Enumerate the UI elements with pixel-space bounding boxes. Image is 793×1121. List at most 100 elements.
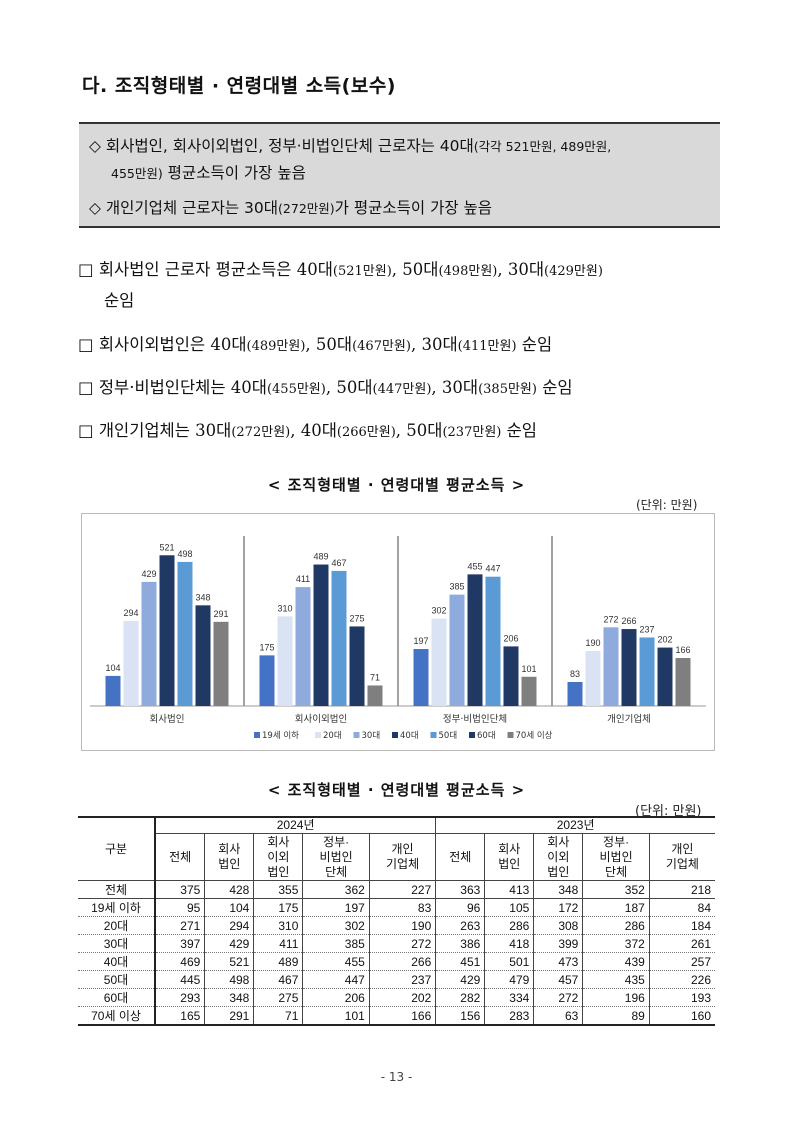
bullet-text: 순임 — [536, 378, 573, 397]
chart-bar — [313, 564, 329, 706]
table-cell: 457 — [533, 970, 583, 990]
chart-bar — [367, 685, 383, 706]
chart-bar — [277, 616, 293, 706]
data-label: 294 — [123, 608, 138, 618]
table-row: 전체 375 428 355 362 227 363 413 348 352 218 — [78, 880, 715, 900]
chart-bar — [675, 657, 691, 706]
chart-bar — [431, 618, 447, 706]
table-cell: 196 — [582, 988, 650, 1008]
table-cell: 286 — [582, 916, 650, 936]
table-cell: 71 — [253, 1006, 303, 1027]
column-header: 정부· 비법인 단체 — [582, 833, 650, 882]
bullet-text: (411만원) — [457, 339, 517, 354]
table-cell: 521 — [204, 952, 254, 972]
chart-bar — [657, 647, 673, 706]
table-cell: 355 — [253, 880, 303, 900]
bullet-text: , 50대 — [391, 260, 439, 279]
table-cell: 84 — [648, 898, 715, 918]
table-cell: 89 — [582, 1006, 650, 1027]
bullet-text: (498만원) — [438, 264, 498, 279]
data-label: 348 — [195, 592, 210, 602]
bullet-text: □ 정부·비법인단체는 40대 — [78, 378, 267, 397]
row-label: 70세 이상 — [78, 1006, 155, 1027]
table-unit: (단위: 만원) — [635, 804, 702, 819]
chart-bar — [413, 649, 429, 706]
page-number: - 13 - — [380, 1070, 413, 1084]
column-header: 정부· 비법인 단체 — [302, 833, 370, 882]
chart-bar — [449, 594, 465, 706]
bullet-1-cont: 순임 — [104, 286, 134, 316]
table-row: 20대 271 294 310 302 190 263 286 308 286 184 — [78, 916, 715, 936]
bullet-text: (429만원) — [544, 264, 603, 279]
table-cell: 413 — [484, 880, 534, 900]
table-cell: 193 — [648, 988, 715, 1008]
summary-text: 평균소득이 가장 높음 — [162, 164, 306, 182]
table-cell: 96 — [435, 898, 485, 918]
table-cell: 197 — [302, 898, 370, 918]
table-title: < 조직형태별 · 연령대별 평균소득 > — [267, 781, 526, 799]
data-label: 455 — [467, 561, 482, 571]
data-label: 489 — [313, 552, 328, 562]
row-label: 30대 — [78, 934, 155, 954]
category-label: 회사법인 — [150, 714, 185, 725]
table-cell: 411 — [253, 934, 303, 954]
bullet-text: , 50대 — [325, 378, 373, 397]
table-cell: 293 — [154, 988, 205, 1008]
chart-bar — [105, 675, 121, 706]
data-label: 237 — [639, 624, 654, 634]
table-cell: 63 — [533, 1006, 583, 1027]
table-cell: 237 — [368, 970, 436, 990]
legend-swatch — [507, 732, 514, 738]
summary-line-1-cont: 455만원) 평균소득이 가장 높음 — [111, 160, 306, 187]
data-label: 202 — [657, 635, 672, 645]
bullet-text: (467만원) — [352, 339, 411, 354]
table-cell: 206 — [302, 988, 370, 1008]
row-label: 50대 — [78, 970, 155, 990]
bullet-text: (272만원) — [231, 425, 291, 440]
table-cell: 272 — [533, 988, 583, 1008]
table-cell: 308 — [533, 916, 583, 936]
table-corner: 구분 — [78, 816, 155, 882]
data-label: 447 — [485, 564, 500, 574]
table-cell: 385 — [302, 934, 370, 954]
chart-bar — [123, 620, 139, 706]
table-cell: 310 — [253, 916, 303, 936]
data-label: 521 — [159, 542, 174, 552]
bullet-text: □ 개인기업체는 30대 — [78, 421, 232, 440]
legend-label: 19세 이하 — [262, 730, 299, 741]
column-header-row: 전체 회사 법인 회사 이외 법인 정부· 비법인 단체 개인 기업체 전체 회사 법인 회사 이외 법인 정부·… — [78, 833, 715, 882]
data-label: 101 — [521, 664, 536, 674]
summary-text: ◇ 회사법인, 회사이외법인, 정부·비법인단체 근로자는 40대 — [89, 137, 474, 155]
table-cell: 362 — [302, 880, 370, 900]
table-cell: 282 — [435, 988, 485, 1008]
table-cell: 271 — [154, 916, 205, 936]
column-header: 회사 이외 법인 — [253, 833, 303, 882]
bar-chart: 104 294 429 521 498 348 291 회사법인 175 310 411 489 467… — [81, 513, 715, 751]
table-cell: 190 — [368, 916, 436, 936]
data-label: 266 — [621, 616, 636, 626]
table-cell: 165 — [154, 1006, 205, 1027]
bullet-text: (385만원) — [478, 382, 537, 397]
data-label: 498 — [177, 549, 192, 559]
table-cell: 348 — [204, 988, 254, 1008]
data-label: 175 — [259, 642, 274, 652]
table-cell: 469 — [154, 952, 205, 972]
chart-bar — [567, 681, 583, 706]
table-cell: 302 — [302, 916, 370, 936]
table-cell: 429 — [435, 970, 485, 990]
chart-bar — [331, 570, 347, 706]
chart-bar — [349, 626, 365, 706]
data-label: 467 — [331, 558, 346, 568]
table-row: 60대 293 348 275 206 202 282 334 272 196 193 — [78, 988, 715, 1008]
chart-bar — [485, 576, 501, 706]
column-header: 개인 기업체 — [648, 833, 715, 882]
table-cell: 83 — [368, 898, 436, 918]
table-cell: 334 — [484, 988, 534, 1008]
table-cell: 286 — [484, 916, 534, 936]
summary-text: 가 평균소득이 가장 높음 — [334, 199, 493, 217]
data-label: 166 — [675, 645, 690, 655]
table-cell: 397 — [154, 934, 205, 954]
table-cell: 172 — [533, 898, 583, 918]
chart-bar — [639, 637, 655, 706]
data-label: 385 — [449, 582, 464, 592]
